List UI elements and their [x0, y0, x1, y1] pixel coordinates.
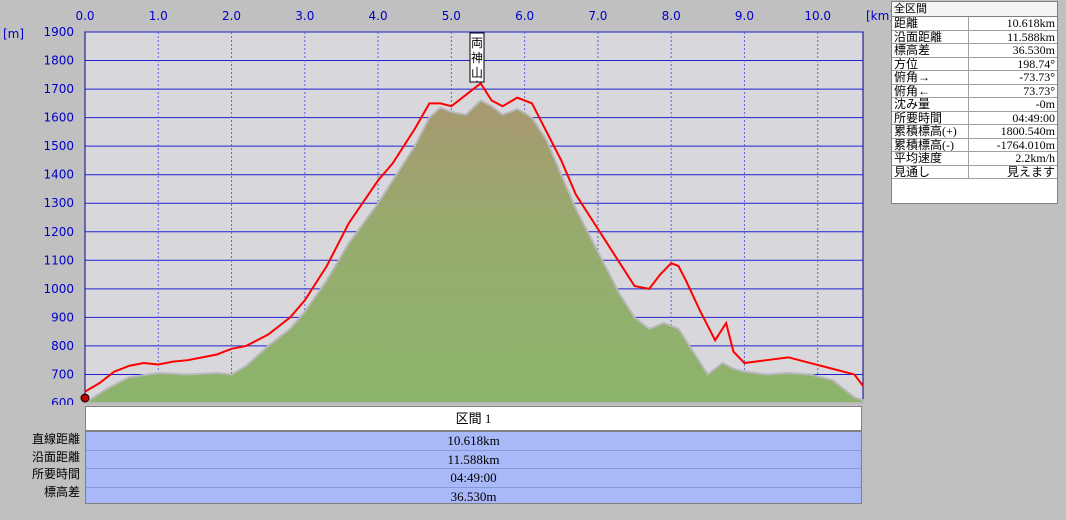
start-marker: [80, 393, 90, 403]
stats-key: 方位: [892, 57, 969, 71]
section-label-surface-distance: 沿面距離: [31, 449, 80, 464]
section-value-time: 04:49:00: [86, 469, 861, 488]
route-line-layer: [84, 81, 864, 393]
stats-row: 見通し 見えます: [892, 165, 1057, 179]
stats-key: 沿面距離: [892, 30, 969, 44]
stats-value: 73.73°: [968, 84, 1057, 98]
stats-key: 俯角→: [892, 70, 969, 85]
stats-row: 平均速度 2.2km/h: [892, 151, 1057, 166]
route-line: [84, 81, 864, 393]
stats-value: 11.588km: [968, 30, 1057, 44]
stats-value: -1764.010m: [968, 138, 1057, 152]
x-tick-label: 5.0: [442, 9, 461, 23]
stats-value: -0m: [968, 97, 1057, 112]
stats-row: 所要時間 04:49:00: [892, 111, 1057, 125]
stats-key: 俯角←: [892, 84, 969, 98]
y-tick-label: 1500: [43, 139, 74, 153]
stats-row: 沈み量 -0m: [892, 97, 1057, 112]
stats-row: 俯角→ -73.73°: [892, 70, 1057, 85]
x-tick-label: 3.0: [295, 9, 314, 23]
stats-row: 累積標高(+) 1800.540m: [892, 124, 1057, 139]
y-tick-label: 1800: [43, 54, 74, 68]
stats-panel: 全区間 距離 10.618km 沿面距離 11.588km 標高差 36.530m 方位 19…: [891, 1, 1058, 204]
y-tick-label: 700: [51, 367, 74, 381]
annotation-layer: 両神山: [469, 32, 485, 83]
stats-value: 10.618km: [968, 17, 1057, 31]
x-tick-label: 7.0: [588, 9, 607, 23]
x-tick-label: 6.0: [515, 9, 534, 23]
stats-row: 方位 198.74°: [892, 57, 1057, 71]
section-label-straight-distance: 直線距離: [31, 432, 80, 446]
stats-row: 距離 10.618km: [892, 17, 1057, 31]
terrain-area: [81, 99, 864, 404]
y-tick-label: 800: [51, 339, 74, 353]
stats-value: 2.2km/h: [968, 151, 1057, 166]
stats-key: 所要時間: [892, 111, 969, 125]
stats-key: 距離: [892, 17, 969, 31]
stats-value: 見えます: [968, 165, 1057, 179]
stats-row: 俯角← 73.73°: [892, 84, 1057, 98]
y-tick-label: 1000: [43, 282, 74, 296]
y-tick-label: 1100: [43, 253, 74, 267]
section-value-straight-distance: 10.618km: [86, 432, 861, 451]
stats-value: -73.73°: [968, 70, 1057, 85]
y-axis-ticks: 600 700 800 900 1000 1100 1200 1300 1400 1500 1600…: [43, 25, 74, 405]
y-tick-label: 600: [51, 396, 74, 405]
stats-row: 標高差 36.530m: [892, 43, 1057, 58]
x-axis-ticks: 0.0 1.0 2.0 3.0 4.0 5.0 6.0 7.0 8.0 9.0 10.0: [75, 9, 831, 23]
stats-row: 累積標高(-) -1764.010m: [892, 138, 1057, 152]
summit-label: 両神山: [471, 36, 483, 80]
x-tick-label: 0.0: [75, 9, 94, 23]
section-label-time: 所要時間: [31, 467, 80, 481]
section-labels: 直線距離 沿面距離 所要時間 標高差: [0, 431, 80, 501]
stats-key: 沈み量: [892, 97, 969, 112]
stats-key: 見通し: [892, 165, 969, 179]
elevation-chart: 両神山 0.0 1.0 2.0 3.0 4.0 5.0 6.0 7.0 8.0 9.0 10.0 6…: [3, 9, 894, 405]
y-axis-unit: [m]: [3, 27, 24, 41]
stats-key: 累積標高(-): [892, 138, 969, 152]
x-tick-label: 4.0: [369, 9, 388, 23]
section-header: 区間 1: [85, 406, 862, 431]
stats-value: 198.74°: [968, 57, 1057, 71]
summit-annotation: 両神山: [469, 32, 485, 83]
y-tick-label: 1600: [43, 111, 74, 125]
x-tick-label: 2.0: [222, 9, 241, 23]
stats-value: 1800.540m: [968, 124, 1057, 139]
y-tick-label: 1400: [43, 168, 74, 182]
y-tick-label: 1200: [43, 225, 74, 239]
section-label-elevation-diff: 標高差: [43, 484, 80, 499]
stats-value: 04:49:00: [968, 111, 1057, 125]
y-tick-label: 900: [51, 310, 74, 324]
y-tick-label: 1300: [43, 196, 74, 210]
x-tick-label: 9.0: [735, 9, 754, 23]
section-value-elevation-diff: 36.530m: [450, 488, 497, 504]
y-tick-label: 1700: [43, 82, 74, 96]
x-axis-unit: [km]: [866, 9, 894, 23]
x-tick-label: 8.0: [662, 9, 681, 23]
section-value-surface-distance: 11.588km: [86, 451, 861, 469]
terrain-area-layer: [81, 99, 864, 404]
x-tick-label: 1.0: [149, 9, 168, 23]
x-tick-label: 10.0: [804, 9, 831, 23]
section-table: 10.618km 11.588km 04:49:00 36.530m: [85, 431, 862, 504]
stats-table: 距離 10.618km 沿面距離 11.588km 標高差 36.530m 方位 198.74…: [892, 17, 1057, 179]
stats-row: 沿面距離 11.588km: [892, 30, 1057, 44]
stats-key: 平均速度: [892, 151, 969, 166]
stats-title: 全区間: [892, 2, 1057, 17]
y-tick-label: 1900: [43, 25, 74, 39]
stats-key: 標高差: [892, 43, 969, 58]
stats-value: 36.530m: [968, 43, 1057, 58]
stats-key: 累積標高(+): [892, 124, 969, 139]
